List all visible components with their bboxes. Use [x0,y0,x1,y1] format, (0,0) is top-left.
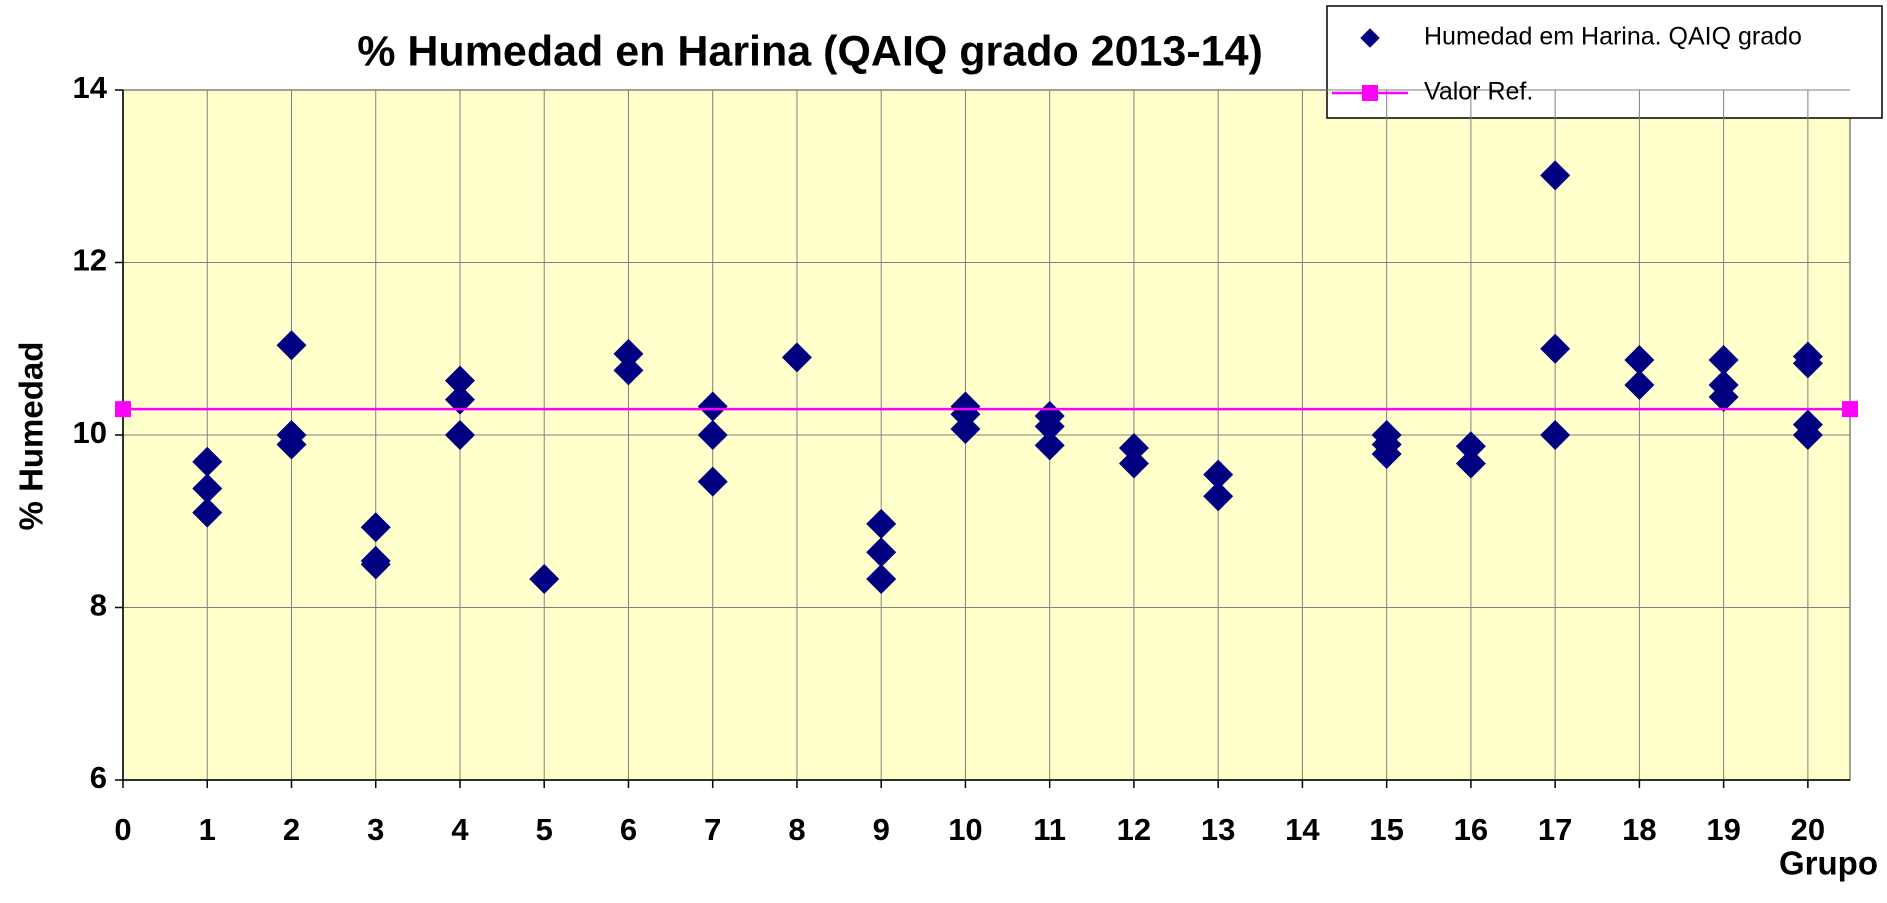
point [1455,448,1486,479]
y-tick-label: 6 [90,760,107,795]
x-tick-label: 1 [199,812,216,847]
point [866,508,897,539]
x-tick-label: 17 [1538,812,1572,847]
point [444,365,475,396]
point [1540,160,1571,191]
point [444,384,475,415]
point [1842,401,1858,418]
x-tick-label: 0 [114,812,131,847]
point [866,537,897,568]
point [1203,481,1234,512]
chart-title: % Humedad en Harina (QAIQ grado 2013-14) [357,27,1263,75]
legend-label: Valor Ref. [1424,78,1533,106]
x-tick-label: 8 [788,812,805,847]
point [697,466,728,497]
point [1624,344,1655,375]
point [192,446,223,477]
x-tick-label: 18 [1622,812,1656,847]
x-tick-label: 4 [451,812,469,847]
x-tick-label: 5 [536,812,553,847]
x-tick-label: 13 [1201,812,1235,847]
x-axis-label: Grupo [1779,845,1878,882]
x-tick-label: 11 [1033,812,1066,847]
point [613,355,644,386]
legend-label: Humedad em Harina. QAIQ grado [1424,23,1802,51]
y-tick-label: 10 [73,415,107,450]
point [1034,411,1065,442]
x-tick-label: 3 [367,812,384,847]
point [1624,369,1655,400]
point [360,512,391,543]
x-tick-label: 14 [1285,812,1320,847]
point [1118,432,1149,463]
y-tick-label: 8 [90,588,107,623]
x-tick-label: 12 [1117,812,1151,847]
x-tick-label: 2 [283,812,300,847]
x-tick-label: 6 [620,812,637,847]
point [360,549,391,580]
point [697,420,728,450]
point [613,338,644,369]
y-tick-label: 12 [73,243,107,278]
point [192,497,223,528]
legend-marker [1360,28,1380,48]
x-tick-label: 15 [1369,812,1403,847]
point [1708,344,1739,375]
x-tick-label: 9 [873,812,890,847]
point [1455,431,1486,462]
y-tick-label: 14 [73,70,108,105]
point [697,391,728,422]
point [1708,382,1739,413]
point [866,564,897,595]
point [1371,438,1402,469]
point [1792,420,1823,450]
x-tick-label: 16 [1454,812,1488,847]
x-tick-label: 20 [1791,812,1825,847]
point [276,429,307,460]
point [1203,459,1234,490]
legend-marker [1362,85,1378,101]
point [444,420,475,450]
point [276,330,307,361]
point [781,342,812,373]
point [529,564,560,595]
y-axis-label: % Humedad [13,342,50,531]
point [1540,420,1571,450]
legend-box [1326,5,1883,119]
x-tick-label: 10 [948,812,982,847]
x-tick-label: 7 [704,812,721,847]
point [1540,333,1571,364]
point [1118,448,1149,479]
point [1792,348,1823,379]
point [1034,430,1065,461]
x-tick-label: 19 [1706,812,1740,847]
point [950,413,981,444]
point [192,473,223,504]
point [115,401,131,418]
